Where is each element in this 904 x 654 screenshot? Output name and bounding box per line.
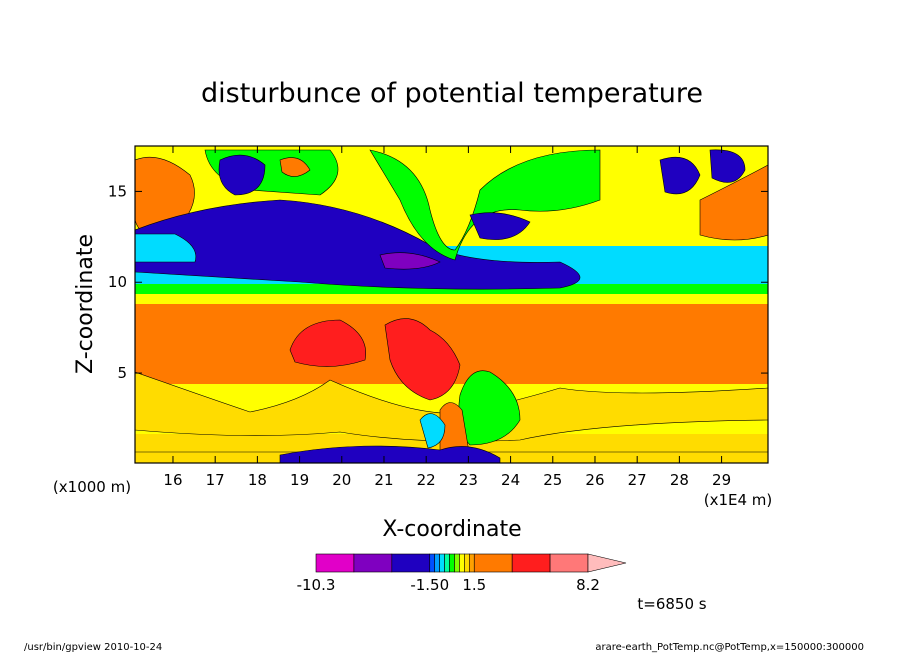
x-tick-label: 20 — [332, 471, 351, 489]
field-blob-red-1 — [289, 319, 367, 367]
y-tick-label: 5 — [117, 364, 127, 382]
colorbar-swatch — [454, 553, 460, 573]
footer-right: arare-earth_PotTemp.nc@PotTemp,x=150000:… — [595, 642, 864, 653]
colorbar-swatch — [511, 553, 551, 573]
colorbar: -10.3 -1.50 1.5 8.2 — [297, 553, 627, 594]
colorbar-swatch — [449, 553, 455, 573]
field-blob-blue-patch — [469, 212, 531, 240]
field-blob-green-plume — [369, 149, 601, 261]
colorbar-label: 1.5 — [462, 576, 486, 594]
x-axis-ticks: 16 17 18 19 20 21 22 23 24 25 26 27 28 29 — [163, 146, 731, 489]
colorbar-swatch — [315, 553, 355, 573]
field-blob-eddy-1 — [659, 156, 701, 195]
x-tick-label: 16 — [163, 471, 182, 489]
field-blob-surface-cyan — [419, 413, 446, 449]
field-blob-purple — [379, 252, 441, 270]
colorbar-label: 8.2 — [576, 576, 600, 594]
plot-frame — [134, 145, 769, 464]
footer-left: /usr/bin/gpview 2010-10-24 — [24, 642, 162, 653]
plot-area: 16 17 18 19 20 21 22 23 24 25 26 27 28 29 5 10 15 — [108, 145, 769, 489]
field-blob-eddy-2 — [709, 149, 746, 183]
x-axis-label: X-coordinate — [382, 517, 521, 542]
y-axis-ticks: 5 10 15 — [108, 182, 768, 382]
colorbar-swatch — [459, 553, 465, 573]
colorbar-swatch — [429, 553, 435, 573]
heatmap-field — [135, 146, 768, 463]
field-blob-right-warm — [699, 164, 768, 241]
colorbar-label: -1.50 — [410, 576, 449, 594]
x-tick-label: 22 — [417, 471, 436, 489]
field-blob-red-2 — [384, 318, 461, 401]
field-blob-blue-core — [135, 199, 581, 290]
x-tick-label: 17 — [206, 471, 225, 489]
field-band-yellow — [135, 294, 768, 304]
colorbar-swatch — [444, 553, 450, 573]
x-axis-unit: (x1E4 m) — [704, 491, 773, 509]
colorbar-swatch — [549, 553, 589, 573]
x-tick-label: 27 — [628, 471, 647, 489]
colorbar-swatch — [391, 553, 431, 573]
colorbar-arrow — [587, 553, 627, 573]
field-blob-surface-cold — [279, 445, 501, 463]
y-tick-label: 15 — [108, 182, 127, 200]
time-label: t=6850 s — [637, 595, 706, 613]
y-axis-unit: (x1000 m) — [53, 478, 131, 496]
x-tick-label: 25 — [543, 471, 562, 489]
x-tick-label: 19 — [290, 471, 309, 489]
colorbar-swatch — [353, 553, 393, 573]
field-blob-blue-top — [218, 154, 266, 196]
field-blob-cyan-left — [135, 233, 197, 263]
colorbar-swatch — [434, 553, 440, 573]
y-tick-label: 10 — [108, 273, 127, 291]
x-tick-label: 18 — [248, 471, 267, 489]
x-tick-label: 28 — [670, 471, 689, 489]
chart-title: disturbunce of potential temperature — [201, 78, 703, 109]
colorbar-swatch — [473, 553, 513, 573]
x-tick-label: 29 — [712, 471, 731, 489]
x-tick-label: 23 — [459, 471, 478, 489]
field-blob-amber-wave — [135, 371, 768, 442]
colorbar-swatch — [439, 553, 445, 573]
x-tick-label: 24 — [501, 471, 520, 489]
x-tick-label: 26 — [585, 471, 604, 489]
field-blob-warm-small — [279, 157, 311, 177]
colorbar-swatch — [469, 553, 475, 573]
x-tick-label: 21 — [374, 471, 393, 489]
colorbar-label: -10.3 — [297, 576, 336, 594]
colorbar-swatch — [464, 553, 470, 573]
y-axis-label: Z-coordinate — [73, 234, 98, 374]
